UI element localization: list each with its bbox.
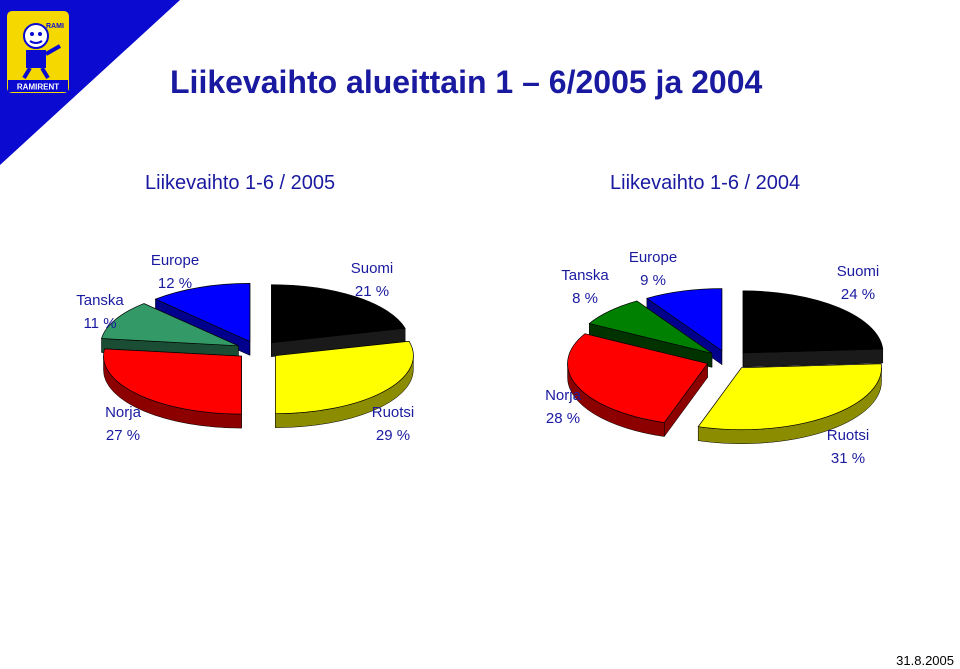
slice-europe-2005 [154, 283, 251, 342]
label-name-europe-2004: Europe [629, 249, 677, 266]
label-value-norja-2005: 27 % [106, 427, 140, 444]
pie-2004: Suomi 24 % Ruotsi 31 % Norja 28 % Tanska 8 % Eur… [545, 249, 884, 467]
slice-suomi-2004 [742, 290, 884, 354]
slice-europe-2004 [646, 288, 723, 352]
label-name-ruotsi-2004: Ruotsi [827, 427, 870, 444]
label-value-tanska-2005: 11 % [83, 315, 116, 332]
label-name-norja-2005: Norja [105, 404, 142, 421]
label-value-suomi-2005: 21 % [355, 283, 389, 300]
label-name-suomi-2005: Suomi [351, 260, 394, 277]
label-value-ruotsi-2004: 31 % [831, 450, 865, 467]
slice-ruotsi-2005 [275, 340, 414, 415]
label-value-norja-2004: 28 % [546, 410, 580, 427]
label-name-europe-2005: Europe [151, 252, 199, 269]
slice-ruotsi-2004 [697, 363, 882, 431]
label-value-europe-2004: 9 % [640, 272, 666, 289]
slice-suomi-2005 [271, 284, 406, 344]
label-name-ruotsi-2005: Ruotsi [372, 404, 415, 421]
slice-norja-2004 [567, 333, 709, 423]
footer-date: 31.8.2005 [896, 653, 954, 668]
label-name-norja-2004: Norja [545, 387, 582, 404]
label-name-tanska-2005: Tanska [76, 292, 124, 309]
slice-tanska-2005 [101, 303, 239, 347]
slice-norja-2005 [103, 348, 242, 415]
label-value-ruotsi-2005: 29 % [376, 427, 410, 444]
svg-text:RAMI: RAMI [46, 23, 64, 30]
chart-title-2005: Liikevaihto 1-6 / 2005 [145, 172, 336, 194]
page-title: Liikevaihto alueittain 1 – 6/2005 ja 200… [170, 64, 763, 100]
slice-tanska-2004 [588, 300, 713, 354]
label-name-suomi-2004: Suomi [837, 263, 880, 280]
label-value-tanska-2004: 8 % [572, 290, 598, 307]
label-value-europe-2005: 12 % [158, 275, 192, 292]
chart-title-2004: Liikevaihto 1-6 / 2004 [610, 172, 801, 194]
label-name-tanska-2004: Tanska [561, 267, 609, 284]
svg-text:RAMIRENT: RAMIRENT [17, 83, 59, 92]
label-value-suomi-2004: 24 % [841, 286, 875, 303]
ramirent-logo: RAMI RAMIRENT [6, 10, 70, 94]
pie-2005: Suomi 21 % Ruotsi 29 % Norja 27 % Tanska 11 % Eu… [76, 252, 414, 444]
